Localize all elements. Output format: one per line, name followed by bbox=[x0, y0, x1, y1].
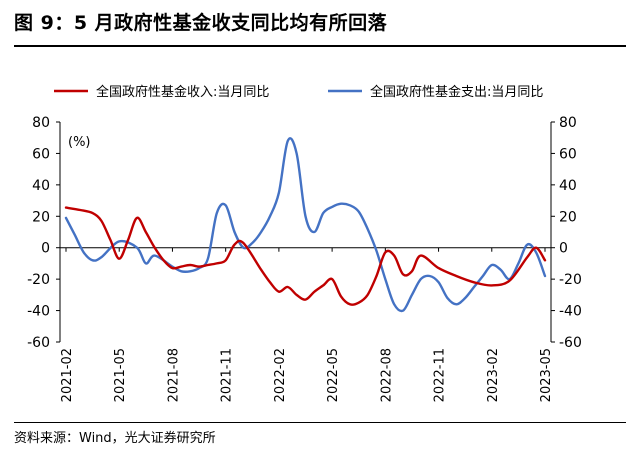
y-tick-left-label: -60 bbox=[27, 335, 50, 351]
y-tick-left-label: 0 bbox=[41, 241, 50, 257]
y-tick-left-label: 60 bbox=[32, 146, 50, 162]
source-note: 资料来源：Wind，光大证券研究所 bbox=[14, 431, 216, 446]
y-tick-right-label: -40 bbox=[559, 304, 582, 320]
figure-title: 图 9：5 月政府性基金收支同比均有所回落 bbox=[14, 12, 388, 34]
x-tick-label: 2021-05 bbox=[113, 348, 128, 402]
y-tick-right-label: 0 bbox=[559, 241, 568, 257]
x-tick-label: 2022-08 bbox=[379, 348, 394, 402]
legend-label-revenue: 全国政府性基金收入:当月同比 bbox=[96, 84, 269, 100]
y-tick-right-label: 20 bbox=[559, 209, 577, 225]
y-tick-left-label: 80 bbox=[32, 115, 50, 131]
x-tick-label: 2021-02 bbox=[60, 348, 75, 402]
y-tick-right-label: 80 bbox=[559, 115, 577, 131]
legend-label-expenditure: 全国政府性基金支出:当月同比 bbox=[370, 84, 543, 100]
x-tick-label: 2021-11 bbox=[220, 348, 235, 402]
x-tick-label: 2023-05 bbox=[539, 348, 554, 402]
x-tick-label: 2023-02 bbox=[486, 348, 501, 402]
y-tick-left-label: 20 bbox=[32, 209, 50, 225]
y-tick-right-label: 60 bbox=[559, 146, 577, 162]
x-tick-label: 2022-11 bbox=[433, 348, 448, 402]
y-tick-left-label: -40 bbox=[27, 304, 50, 320]
source-rule bbox=[14, 422, 626, 423]
series-line-expenditure bbox=[64, 137, 547, 313]
x-tick-label: 2021-08 bbox=[166, 348, 181, 402]
x-tick-label: 2022-05 bbox=[326, 348, 341, 402]
series-line-revenue bbox=[64, 206, 547, 306]
chart-series-group bbox=[64, 137, 547, 313]
x-tick-label: 2022-02 bbox=[273, 348, 288, 402]
y-tick-right-label: -60 bbox=[559, 335, 582, 351]
title-rule bbox=[14, 45, 626, 47]
y-unit-label: (%) bbox=[68, 135, 91, 150]
y-tick-left-label: 40 bbox=[32, 178, 50, 194]
y-tick-right-label: -20 bbox=[559, 272, 582, 288]
chart-legend: 全国政府性基金收入:当月同比 全国政府性基金支出:当月同比 bbox=[54, 84, 543, 100]
chart-axes: -60 -40 -20 0 20 40 60 80 -60 -40 -20 0 20 40 60 80 (%) 2… bbox=[27, 115, 582, 402]
y-tick-right-label: 40 bbox=[559, 178, 577, 194]
y-tick-left-label: -20 bbox=[27, 272, 50, 288]
